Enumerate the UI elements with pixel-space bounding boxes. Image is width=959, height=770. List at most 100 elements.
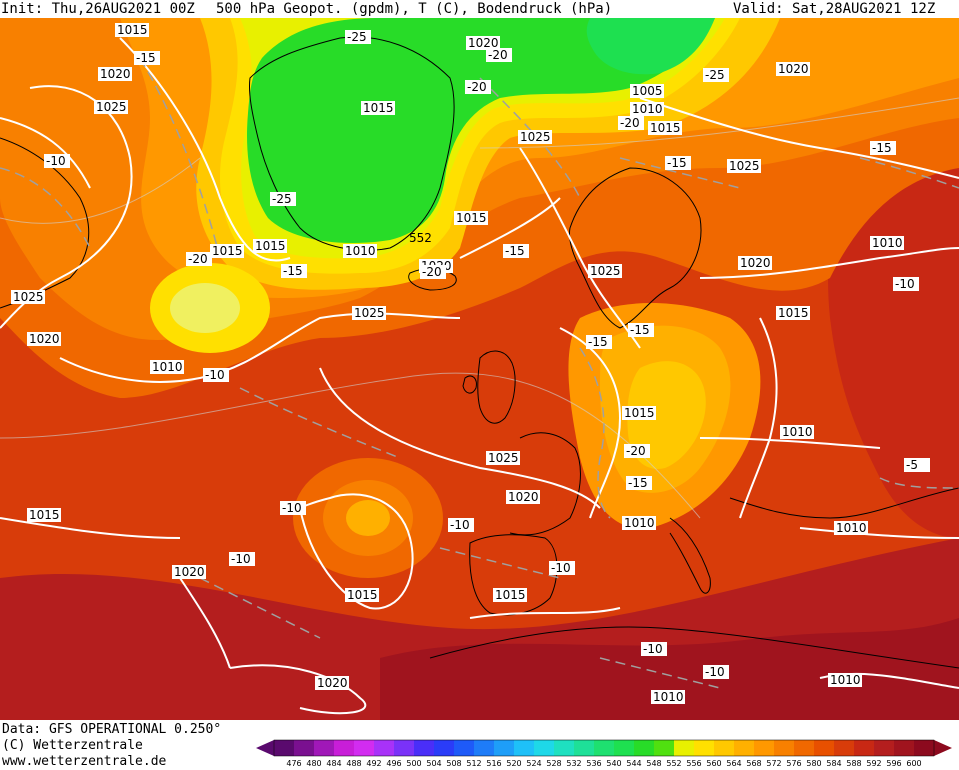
isobar-label: 1025 bbox=[488, 451, 519, 465]
temperature-label: -25 bbox=[705, 68, 725, 82]
legend-swatch bbox=[514, 740, 535, 756]
isobar-label: 1010 bbox=[836, 521, 867, 535]
isobar-label: 1025 bbox=[520, 130, 551, 144]
low-iceland-core bbox=[170, 283, 240, 333]
legend-tick-label: 504 bbox=[426, 759, 441, 768]
legend-swatch bbox=[694, 740, 715, 756]
legend-swatch bbox=[474, 740, 495, 756]
temperature-label: -10 bbox=[895, 277, 915, 291]
temperature-label: -15 bbox=[872, 141, 892, 155]
temperature-label: -25 bbox=[272, 192, 292, 206]
legend-swatch bbox=[534, 740, 555, 756]
temperature-label: -10 bbox=[205, 368, 225, 382]
legend-swatch bbox=[394, 740, 415, 756]
legend-swatch bbox=[794, 740, 815, 756]
legend-tick-label: 508 bbox=[446, 759, 461, 768]
temperature-label: -20 bbox=[422, 265, 442, 279]
isobar-label: 1015 bbox=[255, 239, 286, 253]
isobar-label: 1015 bbox=[778, 306, 809, 320]
isobars bbox=[0, 37, 959, 715]
legend-tick-label: 536 bbox=[586, 759, 601, 768]
isobar-label: 1025 bbox=[590, 264, 621, 278]
legend-tick-label: 488 bbox=[346, 759, 361, 768]
field-552 bbox=[247, 18, 715, 244]
temperature-label: -20 bbox=[188, 252, 208, 266]
legend-swatch bbox=[874, 740, 895, 756]
isobar-label: 1020 bbox=[778, 62, 809, 76]
legend-swatch bbox=[494, 740, 515, 756]
legend-swatch bbox=[654, 740, 675, 756]
isobar-label: 1005 bbox=[632, 84, 663, 98]
chart-header: Init: Thu,26AUG2021 00Z 500 hPa Geopot. … bbox=[0, 0, 959, 18]
legend-tick-label: 552 bbox=[666, 759, 681, 768]
copyright: (C) Wetterzentrale bbox=[2, 738, 143, 753]
legend-swatch bbox=[634, 740, 655, 756]
temperature-label: -15 bbox=[630, 323, 650, 337]
cutoff-low-core bbox=[346, 500, 390, 536]
isobar-label: 1015 bbox=[650, 121, 681, 135]
isobar-label: 1015 bbox=[456, 211, 487, 225]
isobar-label-group: 1015 1020 1025 1020 1025 1015 1010 1020 … bbox=[11, 23, 904, 704]
weather-map: 1015 1020 1025 1020 1025 1015 1010 1020 … bbox=[0, 18, 959, 720]
data-source: Data: GFS OPERATIONAL 0.250° bbox=[2, 722, 222, 737]
isobar-label: 1010 bbox=[624, 516, 655, 530]
legend-max-arrow bbox=[934, 740, 952, 756]
isobar-label: 1010 bbox=[830, 673, 861, 687]
valid-time: Valid: Sat,28AUG2021 12Z bbox=[733, 1, 936, 17]
isobar-label: 1010 bbox=[872, 236, 903, 250]
temperature-label: -10 bbox=[282, 501, 302, 515]
temperature-label: -10 bbox=[705, 665, 725, 679]
temperature-label: -20 bbox=[488, 48, 508, 62]
legend-tick-label: 556 bbox=[686, 759, 701, 768]
isobar-label: 1025 bbox=[729, 159, 760, 173]
isobar-label: 1020 bbox=[174, 565, 205, 579]
isobar-label: 1025 bbox=[96, 100, 127, 114]
legend-swatch bbox=[894, 740, 915, 756]
legend-swatch bbox=[454, 740, 475, 756]
legend-swatch bbox=[434, 740, 455, 756]
temperature-label: -15 bbox=[588, 335, 608, 349]
legend-swatch bbox=[414, 740, 435, 756]
legend-swatch bbox=[734, 740, 755, 756]
isobar-label: 1020 bbox=[317, 676, 348, 690]
isobar-label: 1015 bbox=[363, 101, 394, 115]
legend-swatch bbox=[314, 740, 335, 756]
isobar-label: 1015 bbox=[347, 588, 378, 602]
legend-tick-label: 524 bbox=[526, 759, 541, 768]
legend-tick-label: 592 bbox=[866, 759, 881, 768]
legend-tick-label: 580 bbox=[806, 759, 821, 768]
isobar-label: 1010 bbox=[653, 690, 684, 704]
trough-inner bbox=[627, 361, 706, 469]
legend-tick-label: 528 bbox=[546, 759, 561, 768]
legend-tick-label: 492 bbox=[366, 759, 381, 768]
legend-swatch bbox=[774, 740, 795, 756]
legend-tick-label: 520 bbox=[506, 759, 521, 768]
field-east bbox=[828, 158, 959, 538]
isobar-label: 1015 bbox=[624, 406, 655, 420]
isobar-label: 1020 bbox=[468, 36, 499, 50]
legend-tick-label: 540 bbox=[606, 759, 621, 768]
temperature-label: -15 bbox=[136, 51, 156, 65]
isobar-label: 1015 bbox=[29, 508, 60, 522]
legend-swatch bbox=[274, 740, 295, 756]
website: www.wetterzentrale.de bbox=[2, 754, 167, 769]
isobar-label: 1020 bbox=[508, 490, 539, 504]
legend-swatch bbox=[554, 740, 575, 756]
legend-tick-label: 548 bbox=[646, 759, 661, 768]
isobar-label: 1015 bbox=[495, 588, 526, 602]
legend-min-arrow bbox=[256, 740, 274, 756]
temperature-label: -20 bbox=[626, 444, 646, 458]
temperature-label-group: -15 -10 -25 -20 -25 -20 -20 -20 -25 -15 … bbox=[44, 30, 930, 679]
temperature-label: -10 bbox=[231, 552, 251, 566]
isobar-label: 1010 bbox=[782, 425, 813, 439]
temperature-label: -10 bbox=[450, 518, 470, 532]
legend-tick-label: 532 bbox=[566, 759, 581, 768]
temperature-label: -10 bbox=[551, 561, 571, 575]
legend-swatch bbox=[374, 740, 395, 756]
isobar-label: 1025 bbox=[354, 306, 385, 320]
legend-tick-label: 568 bbox=[746, 759, 761, 768]
temperature-label: -15 bbox=[505, 244, 525, 258]
legend-swatch bbox=[854, 740, 875, 756]
legend-tick-label: 516 bbox=[486, 759, 501, 768]
field-548 bbox=[586, 18, 715, 75]
